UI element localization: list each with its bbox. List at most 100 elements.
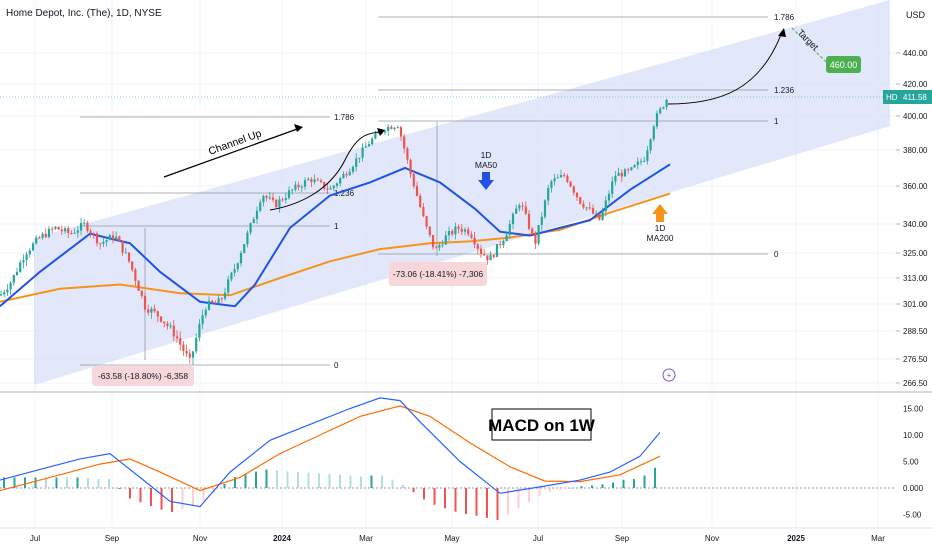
x-tick-label: Sep [615, 534, 630, 543]
candle-body [265, 196, 268, 198]
time-axis[interactable]: Jul Sep Nov 2024 Mar May Jul Sep Nov 2025 Mar [0, 527, 932, 543]
macd-histogram-bar [601, 484, 604, 488]
candle-body [617, 172, 620, 176]
candle-body [95, 233, 99, 244]
candle-body [182, 344, 185, 351]
candle-body [348, 171, 351, 176]
y-tick-label: 266.50 [903, 379, 928, 388]
currency-label: USD [906, 10, 926, 20]
candle-body [204, 309, 207, 316]
candle-body [159, 316, 163, 322]
macd-histogram-bar [307, 472, 310, 488]
macd-histogram-bar [24, 477, 26, 488]
candle-body [444, 235, 447, 245]
candle-body [227, 279, 230, 293]
macd-histogram-bar [475, 488, 478, 516]
candle-body [239, 252, 243, 264]
candle-body [211, 300, 214, 303]
candle-body [371, 138, 374, 145]
fibonacci-levels: 1.786 1.236 1 0 1.786 1.236 1 0 [80, 13, 795, 370]
candle-body [604, 200, 607, 212]
candle-body [502, 241, 505, 246]
candle-body [25, 254, 28, 261]
candle-body [111, 235, 115, 240]
candle-body [486, 255, 489, 261]
ma200-line [0, 192, 671, 303]
candle-body [479, 248, 483, 254]
candle-body [569, 181, 572, 187]
candle-body [374, 133, 377, 139]
candle-body [262, 196, 265, 203]
candle-body [387, 126, 390, 131]
macd-histogram-bar [118, 488, 121, 489]
candle-body [470, 234, 473, 238]
measure-box-1 [92, 366, 194, 386]
y-tick-label: 380.00 [903, 146, 928, 155]
candle-body [252, 219, 255, 224]
candle-body [31, 243, 35, 251]
macd-histogram-bar [223, 483, 226, 488]
target-curve-arrow [667, 31, 783, 105]
ma50-label-2: MA50 [475, 160, 497, 170]
candle-body [665, 99, 668, 108]
candle-body [508, 223, 511, 236]
indicator-icon[interactable] [662, 368, 676, 382]
candle-body [307, 179, 310, 181]
candle-body [550, 181, 553, 188]
candle-body [415, 186, 419, 196]
candle-body [303, 180, 307, 187]
candle-body [399, 127, 403, 137]
fib-label: 1.786 [774, 13, 795, 22]
candle-body [185, 350, 188, 354]
macd-histogram-bar [402, 484, 404, 488]
candle-body [249, 223, 252, 233]
candle-body [28, 250, 31, 255]
candle-body [412, 173, 415, 187]
macd-histogram-bar [265, 469, 268, 488]
macd-histogram-bar [328, 474, 331, 488]
candle-body [278, 199, 281, 208]
candle-body [339, 178, 342, 184]
candle-body [598, 213, 601, 220]
macd-histogram-bar [559, 488, 562, 491]
candle-body [243, 244, 246, 253]
x-tick-label: Mar [871, 534, 885, 543]
candle-body [83, 222, 86, 224]
candle-body [489, 255, 492, 261]
candle-body [195, 337, 198, 352]
candle-body [102, 241, 105, 244]
candle-body [163, 321, 166, 324]
candle-body [300, 186, 303, 188]
macd-tick-label: 5.00 [903, 458, 919, 467]
candle-body [646, 150, 649, 161]
candle-body [201, 315, 204, 325]
candle-body [108, 235, 111, 241]
candle-body [35, 237, 38, 244]
macd-histogram-bar [654, 467, 656, 488]
candle-body [294, 184, 297, 190]
x-tick-label: Mar [359, 534, 373, 543]
macd-histogram-bar [171, 488, 173, 512]
candle-body [547, 187, 550, 201]
macd-axis[interactable]: 15.00 10.00 5.00 0.000 -5.00 [903, 405, 924, 520]
candle-body [649, 139, 652, 151]
candle-body [492, 255, 495, 257]
fib-label: 0 [334, 361, 339, 370]
macd-histogram-bar [517, 488, 520, 509]
candle-body [627, 169, 630, 171]
candle-body [556, 177, 559, 179]
macd-line [0, 397, 661, 508]
last-price-marker: HD 411.58 [0, 90, 932, 104]
macd-histogram-bar [244, 473, 247, 488]
price-axis[interactable]: 440.00 420.00 400.00 380.00 360.00 340.00 325.… [896, 49, 928, 388]
ma50-arrow [478, 172, 494, 190]
macd-pane: MACD on 1W [0, 397, 895, 520]
macd-histogram-bar [129, 488, 131, 499]
candle-body [620, 172, 623, 177]
candle-body [3, 292, 6, 295]
macd-histogram-bar [580, 486, 583, 488]
ma200-label-1: 1D [655, 223, 666, 233]
macd-histogram-bar [622, 479, 625, 488]
candle-body [134, 269, 137, 281]
